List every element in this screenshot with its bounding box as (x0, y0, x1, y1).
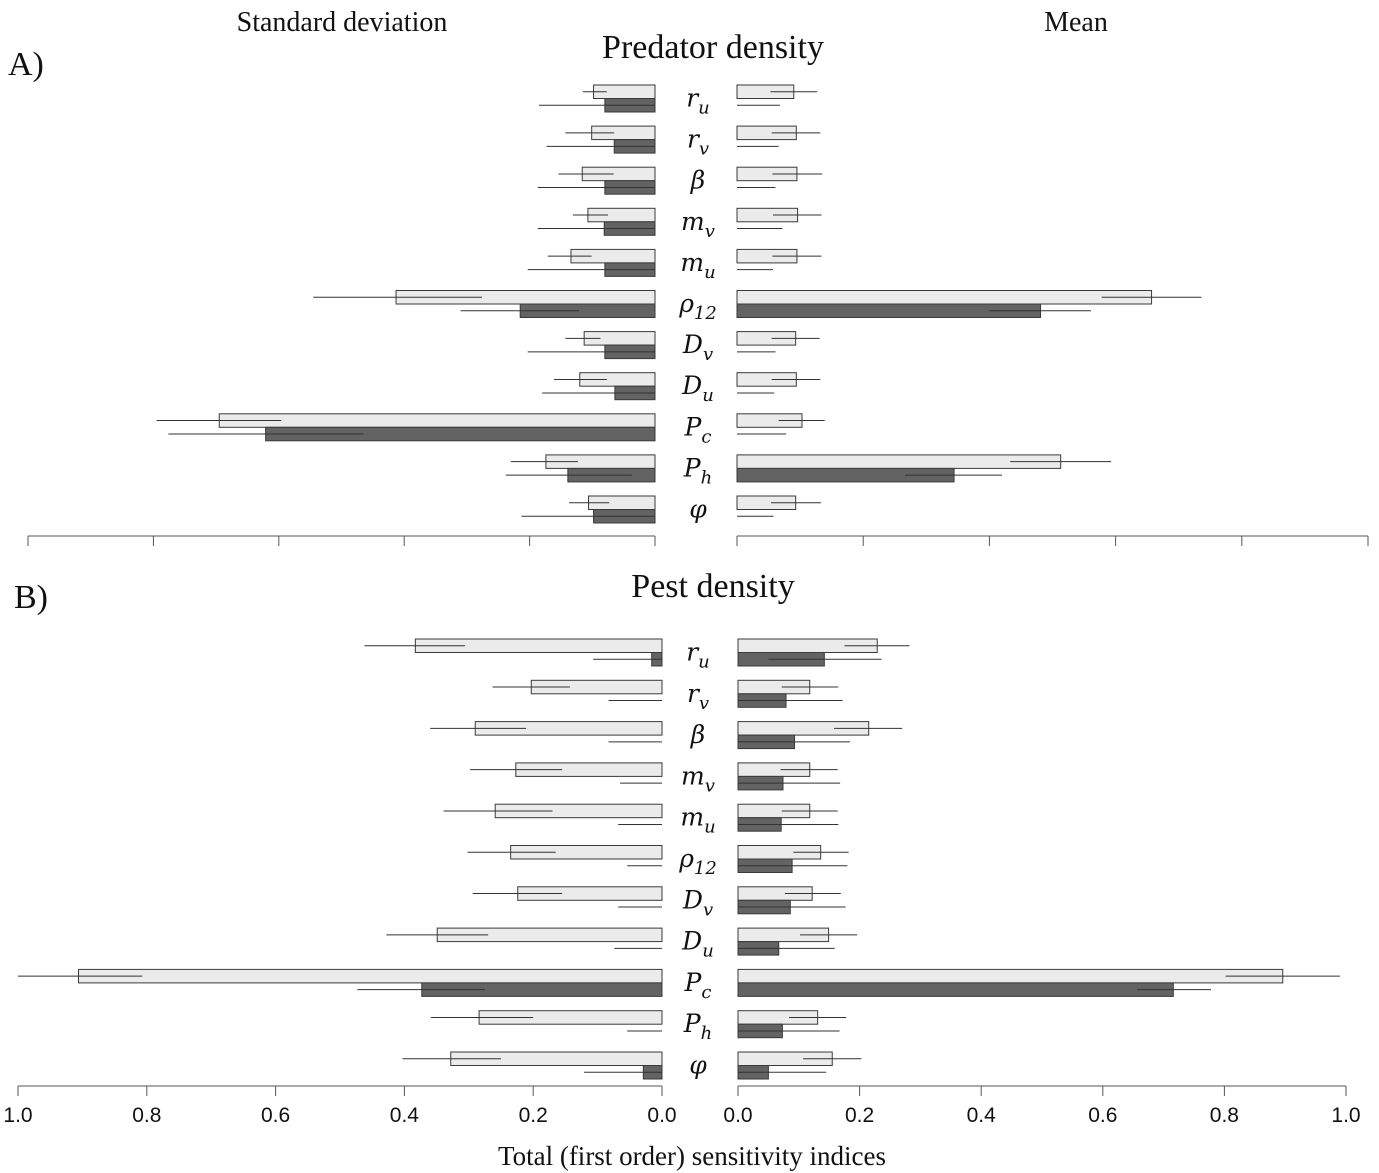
x-tick-label-right-0: 0.0 (723, 1104, 752, 1127)
param-label-a-Dv-6: Dv (682, 330, 713, 365)
x-tick-label-right-1: 0.2 (845, 1104, 874, 1127)
param-symbol: D (682, 330, 703, 359)
x-tick-label-right-3: 0.6 (1088, 1104, 1117, 1127)
param-subscript: v (703, 344, 713, 365)
bar-a-left-total-8 (218, 413, 656, 428)
param-symbol: m (680, 803, 704, 832)
x-tick-label-left-3: 0.4 (390, 1104, 420, 1127)
bar-b-right-first-8 (737, 982, 1174, 997)
param-subscript: v (703, 899, 713, 920)
param-subscript: v (705, 221, 715, 242)
param-symbol: D (681, 927, 702, 956)
param-label-b-Dv-6: Dv (682, 885, 713, 920)
bar-b-left-total-8 (78, 968, 663, 984)
x-tick-label-left-4: 0.2 (519, 1104, 548, 1127)
param-label-b--10: φ (689, 1051, 707, 1080)
param-label-b-rv-1: rv (687, 679, 709, 714)
param-symbol: β (690, 720, 705, 749)
param-subscript: 12 (694, 303, 717, 324)
bar-b-right-total-8 (737, 968, 1284, 984)
param-label-a-Du-7: Du (681, 371, 714, 406)
param-subscript: v (699, 139, 709, 160)
param-subscript: c (701, 426, 711, 447)
param-symbol: m (681, 761, 705, 790)
panel-a-title: Predator density (602, 29, 824, 66)
left-header: Standard deviation (237, 7, 448, 38)
param-label-b-mu-4: mu (680, 803, 715, 838)
param-symbol: β (690, 166, 705, 195)
param-symbol: D (681, 371, 702, 400)
param-label-a-mv-3: mv (681, 207, 715, 242)
param-label-a-mu-4: mu (680, 248, 715, 283)
param-subscript: u (704, 262, 716, 283)
param-label-b-Ph-9: Ph (683, 1009, 712, 1044)
panel-b-title: Pest density (631, 568, 794, 605)
param-label-a--2: β (690, 166, 705, 195)
panel-b-label: B) (14, 579, 48, 616)
param-subscript: u (698, 652, 710, 673)
right-header: Mean (1044, 7, 1108, 38)
param-label-a-Ph-9: Ph (683, 453, 712, 488)
param-symbol: m (681, 207, 705, 236)
param-symbol: r (686, 84, 700, 113)
x-tick-label-right-4: 0.8 (1210, 1104, 1239, 1127)
x-tick-label-left-0: 1.0 (3, 1104, 32, 1127)
panel-a-label: A) (8, 46, 44, 83)
param-symbol: φ (689, 1051, 707, 1080)
bar-a-right-total-5 (736, 290, 1153, 305)
param-label-a--10: φ (689, 495, 707, 524)
param-symbol: ρ (678, 289, 694, 318)
param-label-a-12-5: ρ12 (678, 289, 717, 324)
param-label-b-Pc-8: Pc (684, 968, 712, 1003)
param-label-b-Du-7: Du (681, 927, 714, 962)
param-subscript: h (701, 1023, 713, 1044)
param-subscript: u (702, 385, 714, 406)
param-label-a-rv-1: rv (687, 125, 709, 160)
param-symbol: P (684, 412, 703, 441)
param-label-a-Pc-8: Pc (684, 412, 712, 447)
param-label-b-ru-0: ru (686, 638, 710, 673)
param-symbol: P (684, 968, 703, 997)
x-tick-label-left-2: 0.6 (261, 1104, 290, 1127)
param-subscript: h (701, 467, 713, 488)
param-symbol: ρ (678, 844, 694, 873)
param-label-b--2: β (690, 720, 705, 749)
param-subscript: u (704, 817, 716, 838)
param-subscript: c (701, 982, 711, 1003)
param-symbol: m (680, 248, 704, 277)
param-label-b-mv-3: mv (681, 761, 715, 796)
param-symbol: r (686, 638, 700, 667)
param-label-b-12-5: ρ12 (678, 844, 717, 879)
param-symbol: r (687, 679, 701, 708)
param-symbol: P (683, 453, 702, 482)
x-tick-label-left-5: 0.0 (647, 1104, 676, 1127)
param-subscript: 12 (694, 858, 717, 879)
x-tick-label-right-2: 0.4 (967, 1104, 997, 1127)
param-symbol: r (687, 125, 701, 154)
param-subscript: u (702, 941, 714, 962)
x-tick-label-left-1: 0.8 (132, 1104, 161, 1127)
param-subscript: u (698, 98, 710, 119)
x-axis-title: Total (first order) sensitivity indices (498, 1141, 886, 1171)
x-tick-label-right-5: 1.0 (1331, 1104, 1360, 1127)
param-subscript: v (705, 775, 715, 796)
param-symbol: D (682, 885, 703, 914)
param-label-a-ru-0: ru (686, 84, 710, 119)
param-symbol: φ (689, 495, 707, 524)
param-symbol: P (683, 1009, 702, 1038)
param-subscript: v (699, 693, 709, 714)
